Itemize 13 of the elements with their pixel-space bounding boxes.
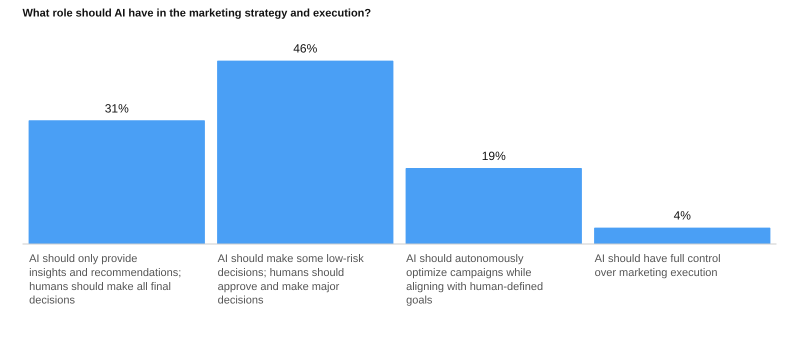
bar — [28, 120, 205, 245]
x-tick-label: AI should autonomously optimize campaigns while aligning with human-defined goals — [406, 253, 544, 307]
x-tick-label: AI should only provide insights and recommendations; humans should make all final decisions — [29, 253, 182, 307]
x-tick-label: AI should have full control over marketing execution — [594, 253, 721, 279]
bar — [217, 60, 394, 245]
bar — [406, 168, 582, 245]
data-label: 31% — [104, 101, 130, 116]
data-label: 4% — [674, 208, 692, 223]
bar — [594, 228, 770, 245]
x-tick-label: AI should make some low-risk decisions; humans should approve and make major decisions — [218, 253, 364, 307]
data-label: 46% — [293, 42, 318, 56]
data-label: 19% — [482, 148, 506, 163]
chart-title: What role should AI have in the marketing strategy and execution? — [22, 8, 372, 20]
